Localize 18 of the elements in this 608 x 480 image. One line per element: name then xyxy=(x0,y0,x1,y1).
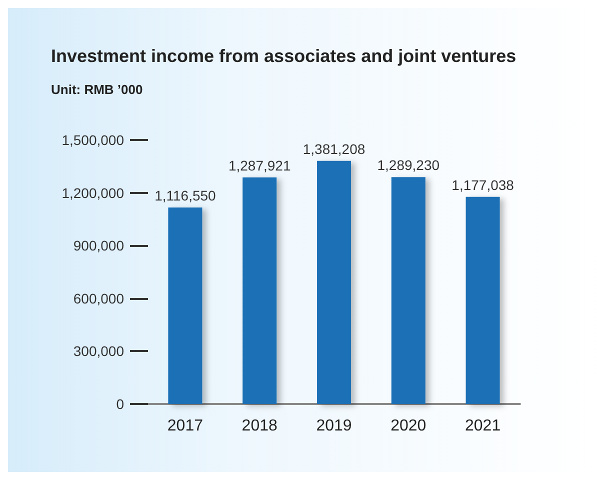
data-label: 1,381,208 xyxy=(302,140,366,157)
y-tick-label: 1,200,000 xyxy=(62,184,124,201)
y-tick-label: 600,000 xyxy=(73,290,124,306)
data-label: 1,177,038 xyxy=(452,176,514,193)
x-tick-label: 2020 xyxy=(390,418,426,434)
y-tick-label: 900,000 xyxy=(73,238,124,254)
chart-subtitle: Unit: RMB ’000 xyxy=(51,82,143,97)
y-tick-label: 300,000 xyxy=(73,343,124,360)
chart-title: Investment income from associates and joint ventures xyxy=(51,46,516,66)
data-label: 1,116,550 xyxy=(154,187,216,204)
x-tick-label: 2018 xyxy=(242,418,278,434)
y-tick-label: 1,500,000 xyxy=(62,132,124,148)
x-tick-label: 2021 xyxy=(465,418,501,434)
data-label: 1,287,921 xyxy=(228,157,291,174)
x-tick-label: 2019 xyxy=(316,418,352,434)
x-tick-label: 2017 xyxy=(167,418,204,434)
data-label: 1,289,230 xyxy=(377,157,440,174)
y-tick-label: 0 xyxy=(116,396,124,412)
